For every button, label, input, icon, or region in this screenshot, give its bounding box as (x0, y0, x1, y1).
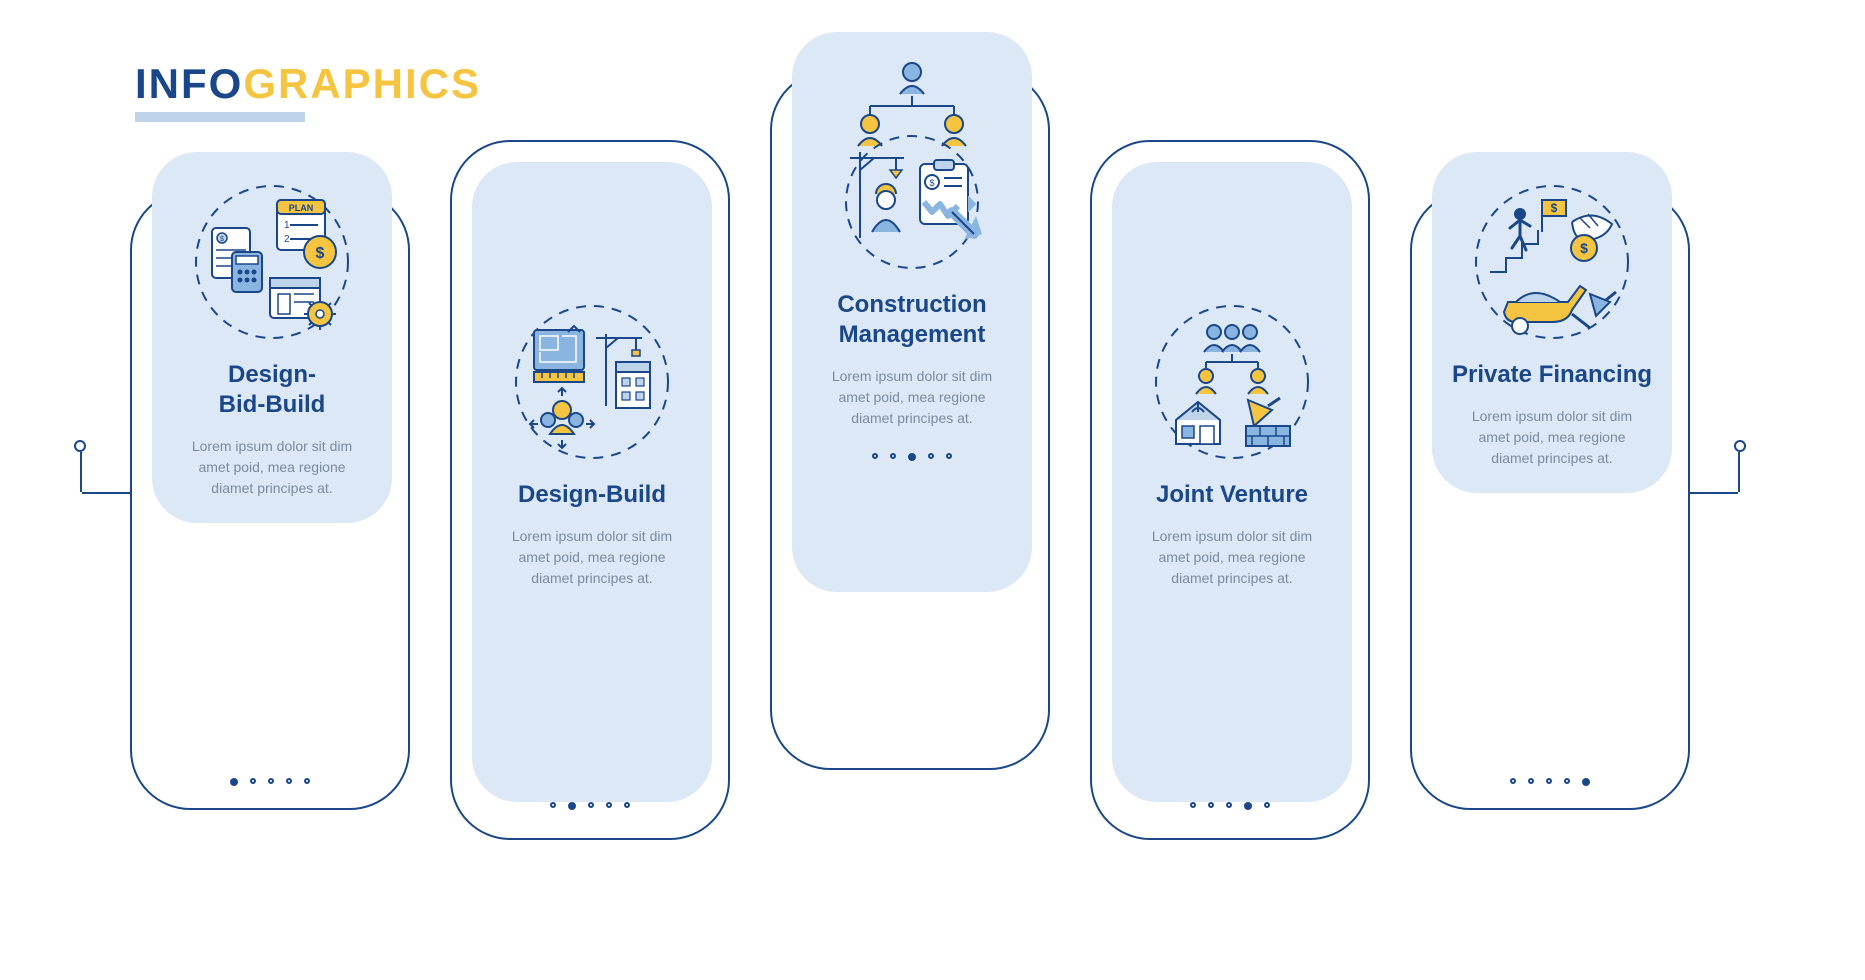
card-inner: Design-Build Lorem ipsum dolor sit dim a… (472, 162, 712, 802)
stairs-hand-coin-wheelbarrow-icon: $ $ (1472, 182, 1632, 342)
card-body: Lorem ipsum dolor sit dim amet poid, mea… (1130, 526, 1334, 589)
dot (1226, 802, 1232, 808)
connector-line-right (1688, 492, 1738, 494)
card-private-financing: $ $ Private Fi (1410, 190, 1690, 810)
svg-text:1: 1 (284, 220, 290, 231)
pagination-dots (132, 778, 408, 786)
card-body: Lorem ipsum dolor sit dim amet poid, mea… (170, 436, 374, 499)
pagination-dots (872, 453, 952, 461)
connector-elbow-left (80, 452, 83, 492)
svg-text:$: $ (1580, 240, 1588, 256)
dot (1208, 802, 1214, 808)
card-inner: $ $ Private Fi (1432, 152, 1672, 493)
connector-cap-right (1734, 440, 1746, 452)
svg-text:$: $ (929, 178, 934, 188)
dot (1546, 778, 1552, 784)
card-inner: $ Construction Management Lorem ipsum do… (792, 32, 1032, 592)
dot (1528, 778, 1534, 784)
svg-text:$: $ (220, 236, 224, 243)
card-title: Construction Management (810, 290, 1014, 350)
dot (928, 453, 934, 459)
pagination-dots (1092, 802, 1368, 810)
card-design-build: Design-Build Lorem ipsum dolor sit dim a… (450, 140, 730, 840)
card-title: Design-Bid-Build (219, 360, 326, 420)
pagination-dots (452, 802, 728, 810)
connector-line-left (82, 492, 132, 494)
card-title: Joint Venture (1156, 480, 1308, 510)
dot-active (1582, 778, 1590, 786)
card-construction-management: $ Construction Management Lorem ipsum do… (770, 70, 1050, 770)
card-joint-venture: Joint Venture Lorem ipsum dolor sit dim … (1090, 140, 1370, 840)
blueprint-crane-people-icon (512, 302, 672, 462)
connector-elbow-right (1738, 452, 1740, 492)
dot (1564, 778, 1570, 784)
svg-text:$: $ (1551, 201, 1558, 215)
svg-text:$: $ (316, 245, 325, 262)
dot (1190, 802, 1196, 808)
dot (606, 802, 612, 808)
dot (286, 778, 292, 784)
card-design-bid-build: PLAN 1 2 $ $ (130, 190, 410, 810)
dot (550, 802, 556, 808)
org-chart-crane-clipboard-icon: $ (812, 52, 1012, 272)
card-body: Lorem ipsum dolor sit dim amet poid, mea… (810, 366, 1014, 429)
dot (1264, 802, 1270, 808)
svg-text:PLAN: PLAN (289, 203, 314, 213)
card-title: Design-Build (518, 480, 666, 510)
dot-active (568, 802, 576, 810)
dot (946, 453, 952, 459)
dot (872, 453, 878, 459)
dot (268, 778, 274, 784)
people-house-bricks-icon (1152, 302, 1312, 462)
card-body: Lorem ipsum dolor sit dim amet poid, mea… (490, 526, 694, 589)
cards-container: PLAN 1 2 $ $ (130, 100, 1730, 920)
dot (304, 778, 310, 784)
dot (624, 802, 630, 808)
dot-active (908, 453, 916, 461)
card-inner: Joint Venture Lorem ipsum dolor sit dim … (1112, 162, 1352, 802)
dot-active (1244, 802, 1252, 810)
dot (890, 453, 896, 459)
plan-calculator-blueprint-icon: PLAN 1 2 $ $ (192, 182, 352, 342)
connector-cap-left (74, 440, 86, 452)
card-inner: PLAN 1 2 $ $ (152, 152, 392, 523)
dot (1510, 778, 1516, 784)
card-title: Private Financing (1452, 360, 1652, 390)
pagination-dots (1412, 778, 1688, 786)
dot (588, 802, 594, 808)
svg-text:2: 2 (284, 234, 290, 245)
dot-active (230, 778, 238, 786)
card-body: Lorem ipsum dolor sit dim amet poid, mea… (1450, 406, 1654, 469)
dot (250, 778, 256, 784)
